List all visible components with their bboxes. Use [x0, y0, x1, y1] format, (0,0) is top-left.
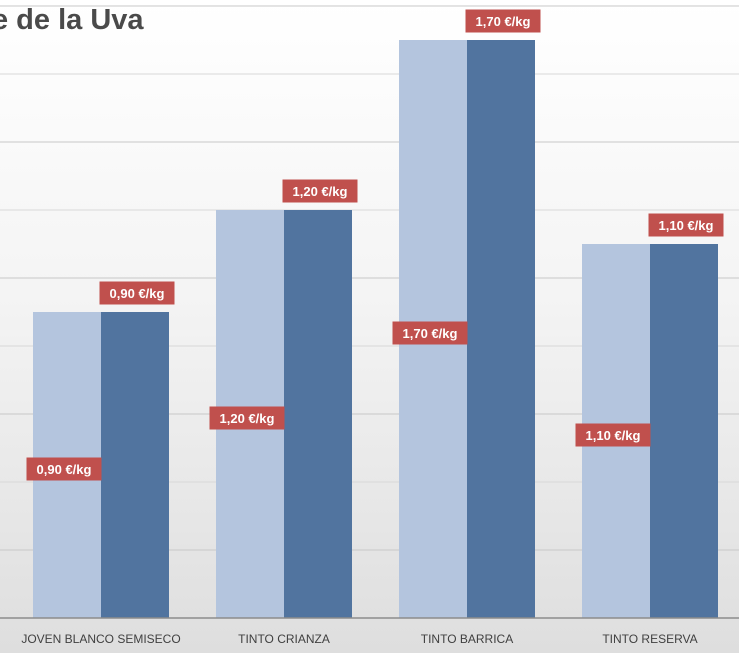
data-label-bg — [648, 213, 724, 237]
data-label-text: 1,70 €/kg — [403, 326, 458, 341]
data-label-s1-0: 0,90 €/kg — [99, 281, 175, 305]
category-label: TINTO BARRICA — [421, 632, 513, 646]
data-label-s1-3: 1,10 €/kg — [648, 213, 724, 237]
bar-s1-2 — [467, 40, 535, 618]
data-label-s1-2: 1,70 €/kg — [465, 9, 541, 33]
data-label-text: 1,70 €/kg — [476, 14, 531, 29]
data-label-text: 1,10 €/kg — [586, 428, 641, 443]
data-label-s0-1: 1,20 €/kg — [209, 406, 285, 430]
data-label-bg — [26, 457, 102, 481]
data-label-bg — [465, 9, 541, 33]
data-label-s0-2: 1,70 €/kg — [392, 321, 468, 345]
data-label-text: 0,90 €/kg — [37, 462, 92, 477]
data-label-s0-3: 1,10 €/kg — [575, 423, 651, 447]
bar-s1-1 — [284, 210, 352, 618]
category-label: TINTO CRIANZA — [238, 632, 330, 646]
data-label-bg — [282, 179, 358, 203]
data-label-text: 1,20 €/kg — [293, 184, 348, 199]
chart-title: e de la Uva — [0, 4, 144, 36]
data-label-bg — [209, 406, 285, 430]
data-label-bg — [99, 281, 175, 305]
bar-s1-0 — [101, 312, 169, 618]
data-label-text: 1,20 €/kg — [220, 411, 275, 426]
data-label-text: 1,10 €/kg — [659, 218, 714, 233]
category-label: TINTO RESERVA — [602, 632, 697, 646]
bar-s1-3 — [650, 244, 718, 618]
data-label-bg — [575, 423, 651, 447]
category-label: JOVEN BLANCO SEMISECO — [21, 632, 180, 646]
data-label-s0-0: 0,90 €/kg — [26, 457, 102, 481]
data-label-bg — [392, 321, 468, 345]
data-label-s1-1: 1,20 €/kg — [282, 179, 358, 203]
data-label-text: 0,90 €/kg — [110, 286, 165, 301]
